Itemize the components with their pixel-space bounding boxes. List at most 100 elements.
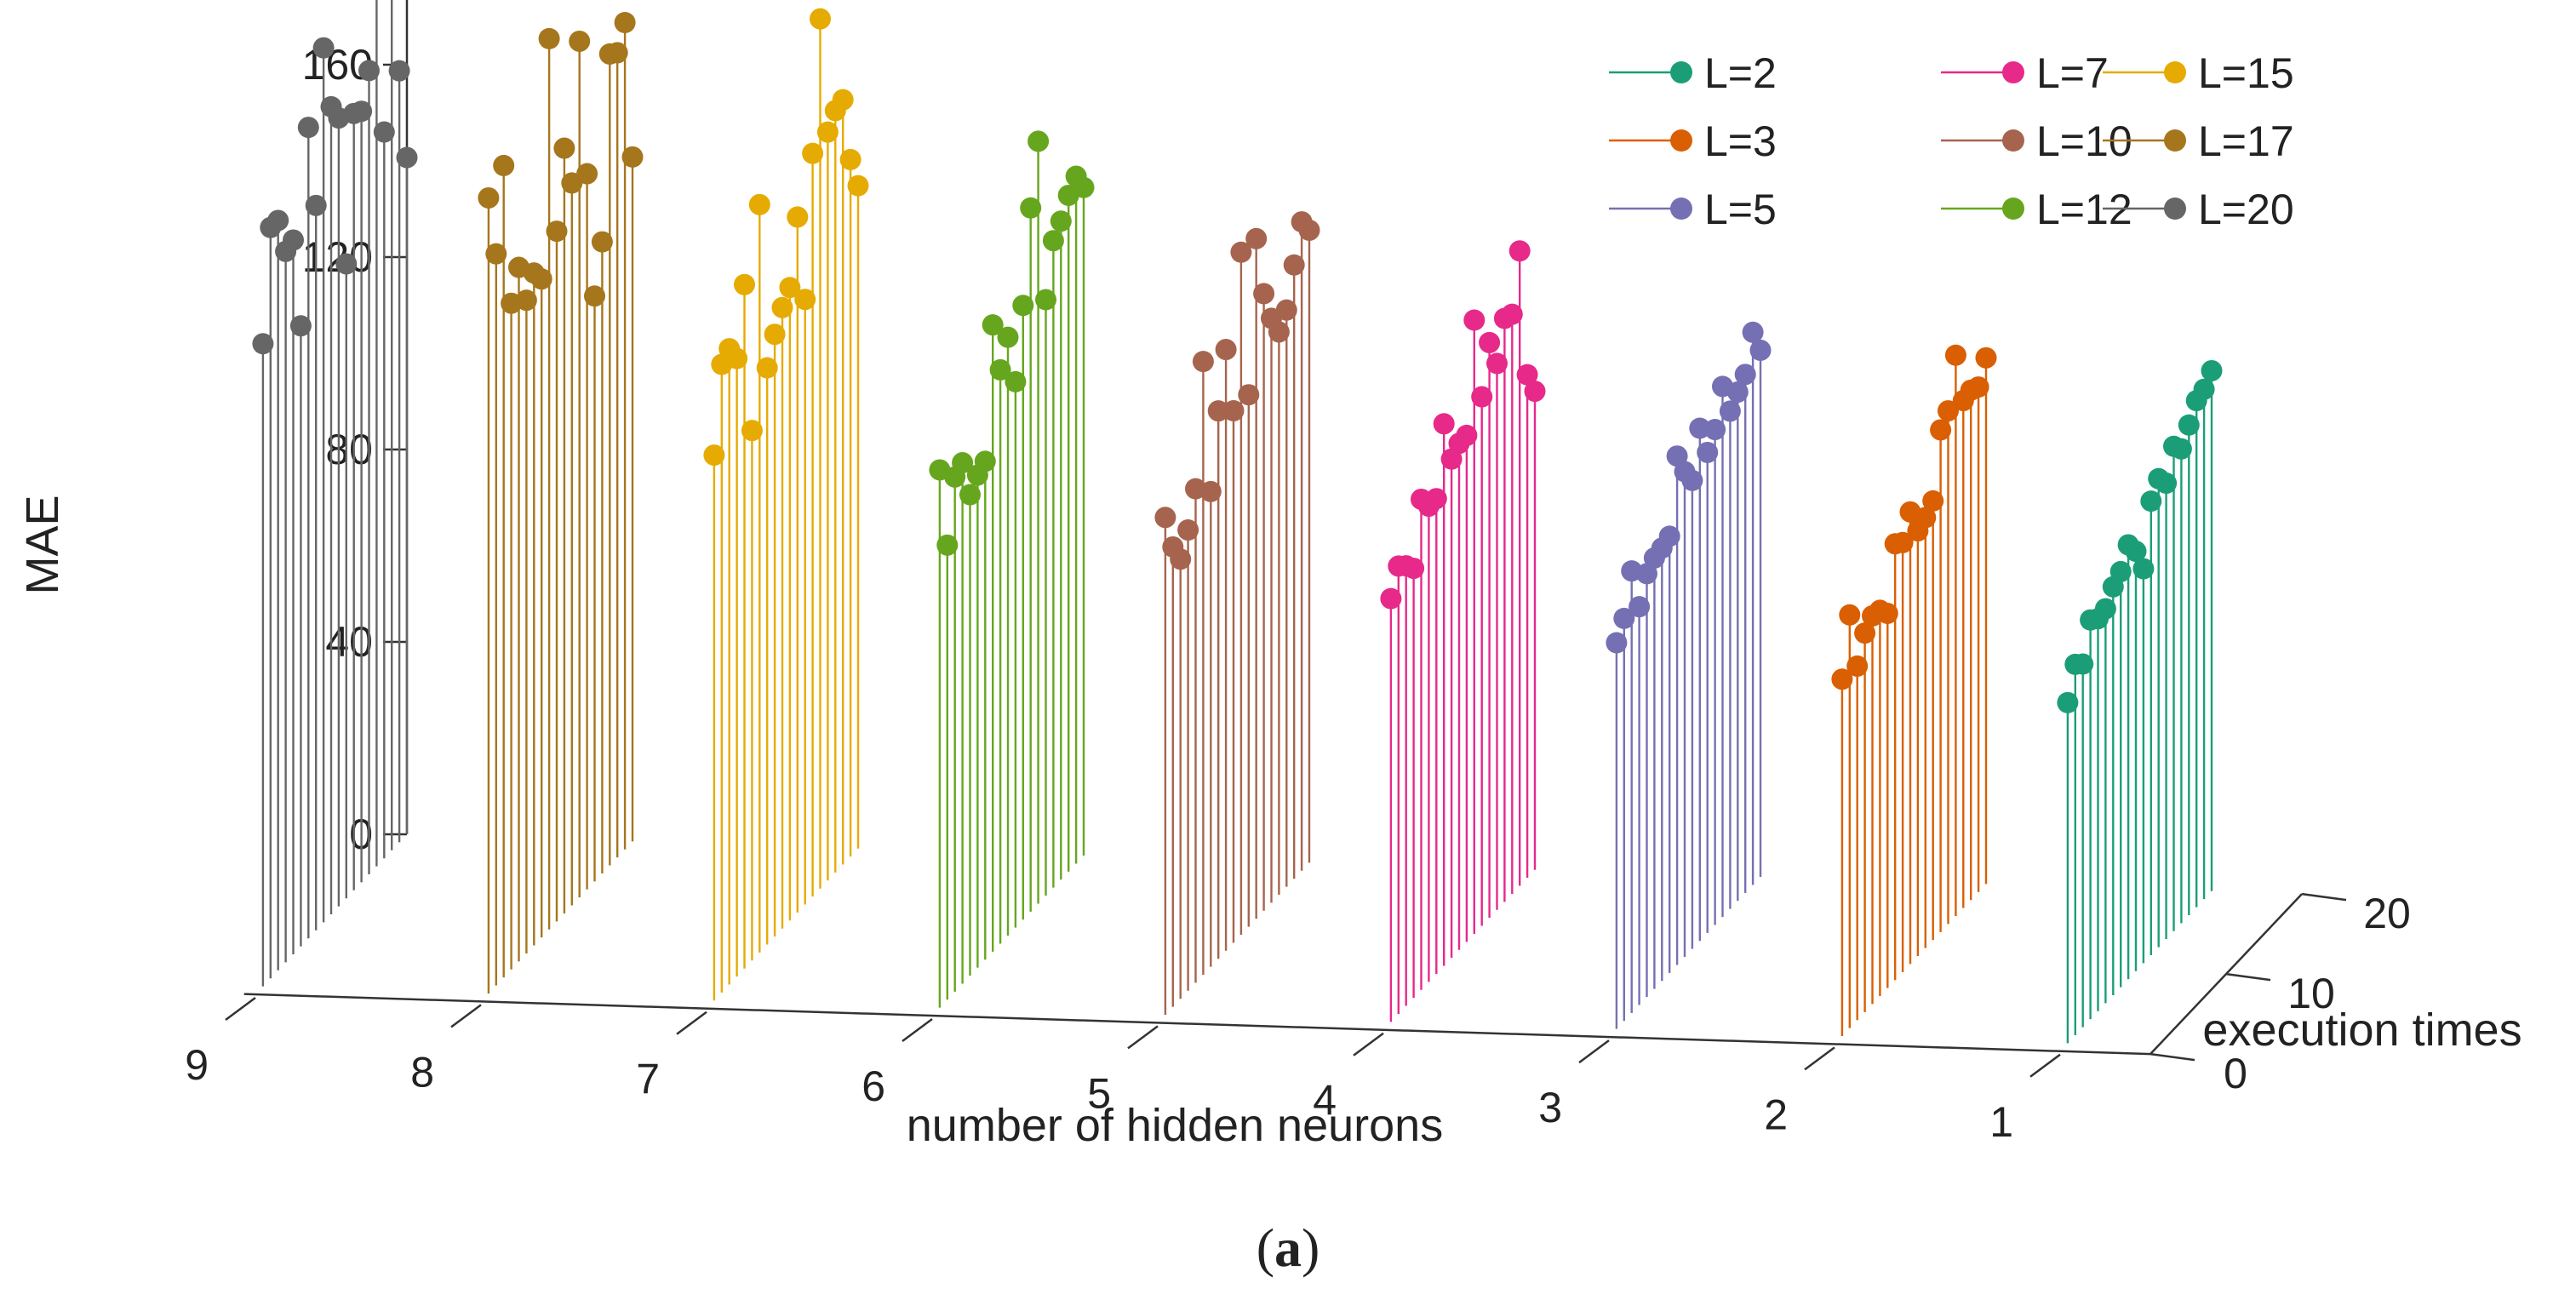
legend-marker bbox=[2002, 129, 2024, 152]
series-l-5 bbox=[1606, 321, 1772, 1029]
stem-point bbox=[1524, 381, 1546, 403]
stem-point bbox=[1057, 184, 1079, 206]
stem-point bbox=[1253, 283, 1275, 305]
stem-point bbox=[1846, 655, 1869, 677]
stem-point bbox=[787, 206, 809, 228]
stem-point bbox=[538, 27, 560, 49]
x-axis-title: number of hidden neurons bbox=[907, 1100, 1443, 1151]
stem-point bbox=[2185, 390, 2207, 412]
x-tick-mark bbox=[1578, 1039, 1610, 1064]
stem-point bbox=[1516, 364, 1538, 386]
stem-point bbox=[1907, 520, 1929, 542]
stem-point bbox=[2080, 609, 2102, 631]
x-tick-mark bbox=[450, 1004, 482, 1028]
stem-point bbox=[1222, 400, 1245, 421]
stem-point bbox=[741, 420, 763, 442]
stem-point bbox=[997, 326, 1019, 348]
stem-point bbox=[561, 172, 583, 194]
stem-point bbox=[1261, 307, 1282, 329]
stem-point bbox=[734, 273, 755, 295]
stem-point bbox=[1719, 400, 1741, 422]
stem-point bbox=[1207, 400, 1229, 422]
legend-label: L=2 bbox=[1704, 49, 1777, 97]
stem-point bbox=[493, 154, 515, 176]
stem-point bbox=[1291, 211, 1313, 233]
stem-point bbox=[591, 231, 613, 253]
legend-marker bbox=[2002, 198, 2024, 220]
stem-point bbox=[1697, 441, 1719, 463]
stem-point bbox=[508, 256, 530, 278]
stem-point bbox=[816, 121, 839, 143]
stem-point bbox=[275, 240, 297, 262]
stem-point bbox=[1922, 490, 1944, 512]
y-tick-label: 80 bbox=[325, 426, 373, 473]
legend-item: L=5 bbox=[1609, 186, 1777, 233]
stem-series-group bbox=[252, 0, 2223, 1044]
stem-point bbox=[1689, 417, 1711, 439]
stem-point bbox=[2201, 359, 2223, 381]
stem-point bbox=[1621, 560, 1643, 582]
x-tick-label: 5 bbox=[1087, 1069, 1111, 1117]
stem-point bbox=[1952, 390, 1974, 412]
x-tick-label: 1 bbox=[1989, 1098, 2013, 1146]
series-l-10 bbox=[1154, 211, 1320, 1015]
stem-point bbox=[989, 358, 1011, 381]
stem-point bbox=[1035, 289, 1056, 311]
legend-label: L=3 bbox=[1704, 117, 1777, 165]
caption-close-paren: ) bbox=[1302, 1217, 1319, 1278]
z-tick-mark bbox=[2301, 892, 2347, 902]
stem-point bbox=[2132, 558, 2155, 580]
x-tick-mark bbox=[902, 1018, 933, 1043]
stem-point bbox=[1380, 587, 1402, 610]
stem-point bbox=[501, 292, 523, 314]
stem-point bbox=[802, 142, 824, 164]
legend-item: L=2 bbox=[1609, 49, 1777, 97]
stem-point bbox=[485, 243, 507, 265]
stem-point bbox=[1433, 413, 1455, 435]
x-tick-label: 4 bbox=[1313, 1077, 1337, 1125]
stem-point bbox=[1712, 375, 1733, 398]
stem-point bbox=[305, 194, 327, 216]
x-tick-label: 6 bbox=[862, 1062, 885, 1110]
series-l-17 bbox=[478, 12, 644, 993]
stem-point bbox=[1944, 344, 1966, 366]
legend-label: L=17 bbox=[2198, 117, 2294, 165]
y-tick-label: 40 bbox=[325, 618, 373, 666]
stem-point bbox=[1005, 370, 1027, 392]
stem-point bbox=[1185, 478, 1206, 500]
stem-point bbox=[1862, 604, 1883, 627]
z-tick-mark bbox=[2150, 1052, 2195, 1062]
stem-point bbox=[1884, 533, 1906, 555]
stem-point bbox=[1065, 165, 1087, 187]
stem-point bbox=[621, 146, 644, 168]
legend-label: L=5 bbox=[1704, 186, 1777, 233]
stem-point bbox=[748, 193, 770, 215]
stem-point bbox=[756, 357, 778, 379]
stem-point bbox=[1975, 346, 1997, 369]
x-tick-label: 2 bbox=[1764, 1091, 1788, 1138]
stem-point bbox=[1154, 507, 1176, 529]
stem-point bbox=[2178, 414, 2200, 436]
stem-point bbox=[569, 30, 591, 52]
stem-point bbox=[1899, 501, 1921, 523]
x-tick-label: 3 bbox=[1538, 1084, 1562, 1131]
z-tick-label: 0 bbox=[2224, 1050, 2247, 1097]
stem-point bbox=[1930, 419, 1952, 441]
axes-group: 0408012016020098765432101020 bbox=[185, 0, 2411, 1146]
stem-point bbox=[1486, 352, 1508, 375]
stem-point bbox=[1388, 555, 1410, 577]
caption-letter: a bbox=[1274, 1217, 1302, 1278]
stem-point bbox=[794, 289, 816, 311]
stem-point bbox=[1215, 339, 1237, 361]
figure-caption: (a) bbox=[1257, 1217, 1320, 1278]
legend: L=2L=3L=5L=7L=10L=12L=15L=17L=20 bbox=[1609, 49, 2294, 233]
x-tick-mark bbox=[2029, 1053, 2061, 1078]
stem-point bbox=[260, 216, 282, 238]
x-tick-mark bbox=[1353, 1032, 1384, 1056]
stem-point bbox=[1192, 351, 1214, 373]
stem-point bbox=[839, 148, 862, 170]
stem-point bbox=[2057, 691, 2079, 713]
stem-point bbox=[478, 186, 500, 209]
series-l-7 bbox=[1380, 240, 1546, 1022]
